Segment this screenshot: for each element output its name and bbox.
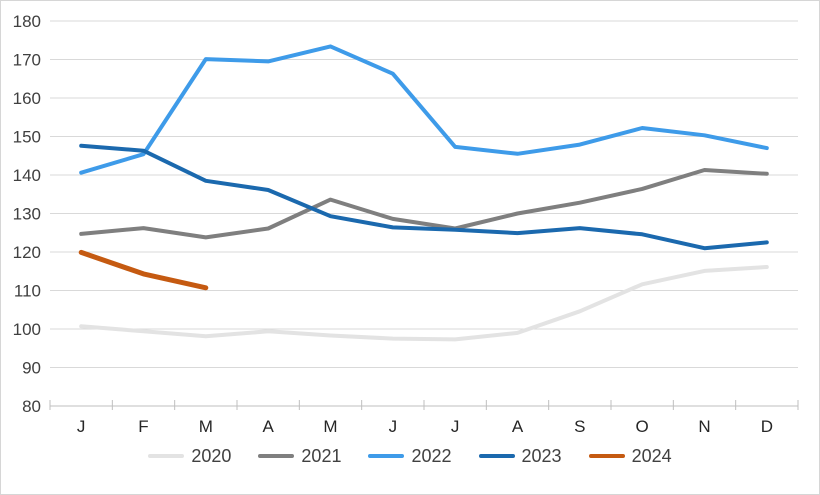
- legend-label-2022: 2022: [411, 446, 452, 466]
- legend-item-2023: 2023: [478, 446, 562, 466]
- x-axis-tick-label: J: [451, 417, 460, 436]
- x-axis-tick-label: M: [199, 417, 213, 436]
- chart-legend: 2020 2021 2022 2023 2024: [1, 447, 819, 465]
- x-axis-tick-label: A: [512, 417, 524, 436]
- legend-swatch-2024: [588, 453, 625, 459]
- line-chart-plot: 80 90 100 110 120 130 140 150 160 170 180 J F M A M J J A S…: [13, 12, 799, 436]
- x-axis-tick-label: N: [698, 417, 710, 436]
- legend-item-2020: 2020: [148, 447, 231, 465]
- legend-label-2023: 2023: [521, 446, 562, 466]
- y-axis-tick-label: 80: [22, 397, 41, 416]
- series-line-2021: [79, 168, 769, 240]
- legend-swatch-2023: [478, 453, 515, 459]
- legend-swatch-2020: [148, 453, 185, 459]
- legend-label-2021: 2021: [301, 446, 342, 466]
- y-axis-tick-label: 110: [14, 282, 41, 301]
- legend-item-2022: 2022: [368, 446, 452, 466]
- x-axis-tick-label: J: [77, 417, 86, 436]
- y-axis-tick-label: 120: [13, 243, 41, 262]
- legend-label-2020: 2020: [191, 446, 232, 466]
- y-axis-tick-label: 180: [13, 12, 41, 31]
- y-axis-tick-label: 100: [13, 320, 41, 339]
- y-axis-tick-label: 90: [22, 359, 41, 378]
- series-line-2022: [79, 44, 769, 175]
- series-line-2023: [79, 143, 769, 251]
- x-axis-tick-label: A: [262, 417, 274, 436]
- y-axis-tick-label: 140: [13, 166, 41, 185]
- x-axis-tick-label: S: [574, 417, 585, 436]
- series-line-2024: [78, 249, 209, 291]
- y-axis-tick-label: 130: [13, 205, 41, 224]
- x-axis-tick-label: O: [636, 417, 649, 436]
- legend-item-2024: 2024: [588, 446, 672, 466]
- legend-swatch-2022: [368, 453, 405, 459]
- legend-item-2021: 2021: [258, 447, 341, 465]
- y-axis-tick-label: 160: [13, 89, 41, 108]
- x-axis-tick-label: J: [389, 417, 398, 436]
- legend-label-2024: 2024: [631, 446, 672, 466]
- y-axis-tick-label: 170: [13, 51, 41, 70]
- series-line-2020: [79, 265, 769, 342]
- legend-swatch-2021: [258, 453, 295, 459]
- y-axis-tick-label: 150: [13, 128, 41, 147]
- x-axis-tick-label: D: [761, 417, 773, 436]
- x-axis-tick-label: F: [138, 417, 148, 436]
- x-axis-tick-label: M: [323, 417, 337, 436]
